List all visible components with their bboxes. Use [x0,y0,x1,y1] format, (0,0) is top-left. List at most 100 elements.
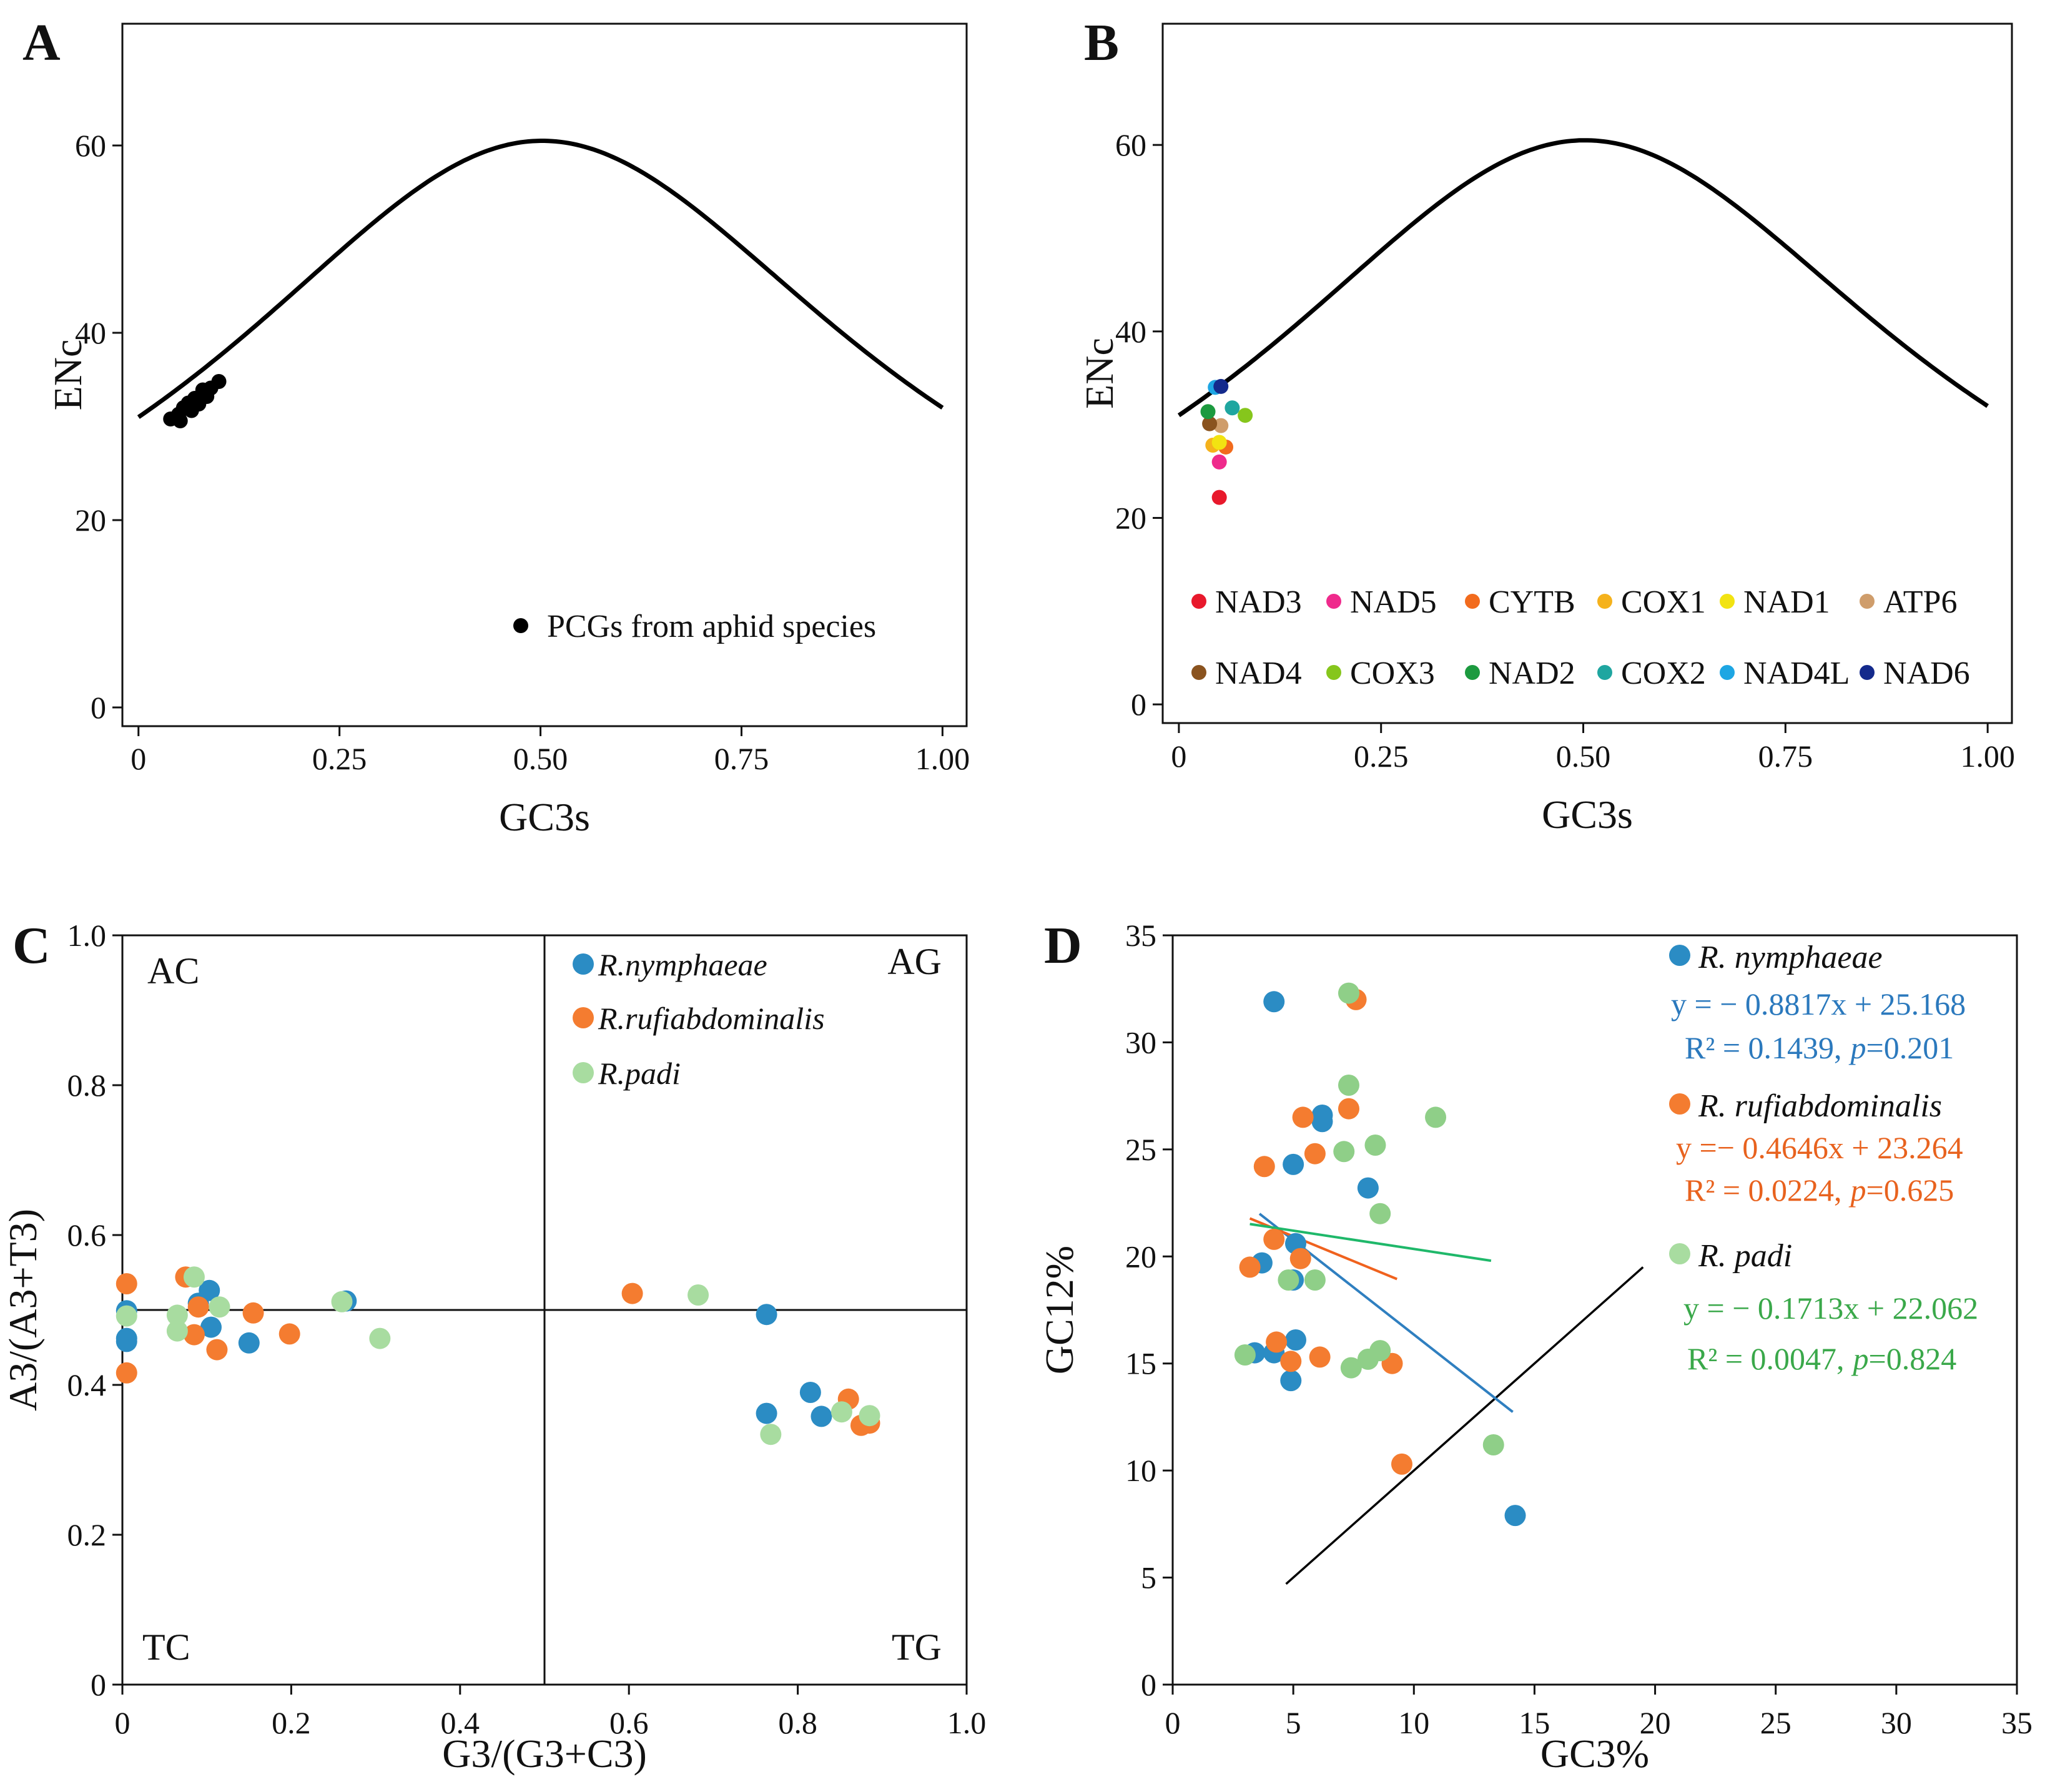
legend: R. nymphaeae y = − 0.8817x + 25.168 R² = 0… [1669,940,1978,1376]
legend-label: COX2 [1621,656,1706,691]
legend: PCGs from aphid species [513,609,876,644]
legend-label: R. nymphaeae [1698,940,1883,975]
data-point [1369,1203,1391,1224]
regression-equation: y =− 0.4646x + 23.264 [1676,1130,1963,1165]
data-point [1283,1153,1304,1175]
legend-marker-cox1 [1597,594,1612,609]
regression-stats: R² = 0.1439, p=0.201 [1685,1030,1954,1065]
legend-marker-nad3 [1191,594,1206,609]
plot-frame [121,22,968,727]
x-tick-label: 1.00 [915,741,970,776]
expected-enc-curve [1177,138,1989,418]
data-point-nad5 [1211,454,1227,470]
legend-marker-nad4l [1720,665,1735,680]
data-point [116,1331,137,1352]
legend: R.nymphaeae R.rufiabdominalis R.padi [573,947,825,1091]
y-tick-label: 1.0 [67,918,107,953]
quadrant-label-tc: TC [142,1627,190,1668]
x-tick-label: 0 [115,1705,131,1740]
data-point [211,374,227,389]
x-tick-label: 1.00 [1960,739,2015,774]
data-point-atp6 [1213,418,1229,433]
x-tick-label: 0.25 [1354,739,1409,774]
x-tick-label: 0 [1171,739,1186,774]
data-point [183,1324,205,1346]
data-point [166,1304,188,1326]
y-tick-label: 0.6 [67,1218,107,1253]
data-point-nad1 [1211,435,1227,450]
legend-marker-nad5 [1326,594,1341,609]
y-tick-label: 25 [1125,1132,1156,1167]
legend-label: NAD1 [1743,584,1830,620]
data-point [187,1296,209,1318]
regression-equation: y = − 0.1713x + 22.062 [1683,1291,1978,1326]
y-tick-label: 60 [1115,127,1146,162]
legend-marker [1669,945,1690,966]
data-point [1304,1269,1326,1291]
data-point [1253,1156,1275,1178]
legend-label: NAD4L [1743,656,1850,691]
data-point [209,1296,230,1318]
data-point-nad3 [1211,490,1227,505]
p-symbol: p [1849,1030,1866,1065]
data-point [1425,1106,1447,1128]
legend-label: NAD6 [1883,656,1970,691]
legend: NAD3 NAD5 CYTB COX1 NAD1 ATP6 NAD4 COX3 NAD2 COX2… [1191,584,1970,691]
x-tick-label: 0 [131,741,146,776]
y-axis-label: A3/(A3+T3) [1,1209,45,1411]
x-tick-label: 5 [1286,1705,1301,1740]
legend-label: PCGs from aphid species [547,609,876,644]
x-tick-label: 0.75 [714,741,769,776]
panel-label: C [12,917,51,975]
data-point [1280,1351,1302,1372]
y-axis-label: ENc [1077,338,1121,409]
data-point [799,1382,821,1403]
x-axis-label: GC3s [1542,792,1633,837]
data-point [811,1406,832,1427]
x-tick-label: 0.50 [1556,739,1611,774]
data-point [1266,1331,1288,1353]
data-point [756,1402,777,1424]
data-point [1340,1357,1362,1379]
r-squared: R² = 0.0047, [1687,1341,1845,1376]
r-squared: R² = 0.0224, [1685,1173,1842,1208]
y-tick-label: 0.4 [67,1367,107,1402]
data-point [1289,1248,1311,1269]
x-tick-label: 0 [1165,1705,1181,1740]
y-tick-label: 40 [1115,314,1146,349]
x-tick-label: 0.50 [513,741,568,776]
x-tick-label: 20 [1640,1705,1671,1740]
data-point [756,1304,777,1326]
data-point [331,1291,353,1312]
x-tick-label: 0.25 [312,741,367,776]
data-point [172,413,188,428]
x-axis-label: G3/(G3+C3) [442,1731,647,1776]
data-point [1278,1269,1299,1291]
legend-label: R.nymphaeae [598,947,767,982]
x-tick-label: 35 [2001,1705,2033,1740]
legend-label: NAD4 [1215,656,1302,691]
x-axis-label: GC3s [499,795,590,839]
legend-label: R. rufiabdominalis [1698,1088,1942,1124]
p-symbol: p [1849,1173,1866,1208]
panel-a: 0 0.25 0.50 0.75 1.00 0 20 40 60 GC3s ENc A PCGs fro… [22,14,970,839]
legend-marker-nad6 [1860,665,1875,680]
p-value: =0.625 [1866,1173,1954,1208]
y-tick-label: 20 [1115,500,1146,535]
data-point [369,1327,391,1349]
legend-label: NAD3 [1215,584,1302,620]
panel-c: 0 0.2 0.4 0.6 0.8 1.0 0 0.2 0.4 0.6 0.8 1.0 G3/(G3+C… [1,917,986,1776]
y-tick-label: 0 [1131,687,1146,722]
data-point [1263,991,1285,1013]
regression-line [1249,1223,1492,1263]
x-tick-label: 0.8 [778,1705,817,1740]
data-point [1309,1346,1331,1368]
legend-label: COX3 [1350,656,1435,691]
quadrant-label-tg: TG [892,1627,942,1668]
data-point [199,1279,220,1301]
x-tick-label: 1.0 [947,1705,987,1740]
x-tick-label: 0.75 [1758,739,1813,774]
legend-marker [573,1007,594,1028]
legend-marker-nad2 [1465,665,1480,680]
